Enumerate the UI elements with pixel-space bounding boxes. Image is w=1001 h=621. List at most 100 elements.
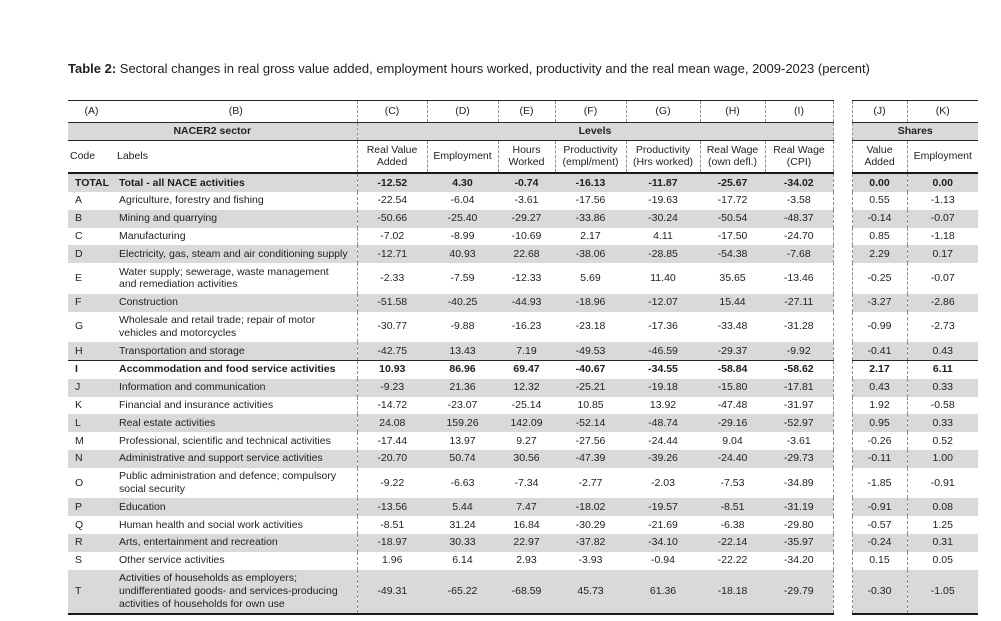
value-cell: -1.13 [906,191,978,210]
value-cell: -25.67 [700,173,765,192]
sector-code-cell: T [68,569,115,615]
sector-label-cell: Water supply; sewerage, waste management… [119,265,329,291]
spacer-cell [832,378,852,397]
value-cell: -7.68 [765,245,833,264]
column-header-real-wage-own-defl: Real Wage (own defl.) [699,140,765,175]
value-cell: -8.51 [356,516,427,534]
sector-code-cell: C [75,230,83,243]
table-caption-text: Sectoral changes in real gross value add… [116,61,870,76]
value-cell: -34.89 [783,476,814,489]
sector-label-cell: Wholesale and retail trade; repair of mo… [119,314,316,339]
value-cell: -2.86 [906,293,978,312]
value-cell: 13.92 [649,399,677,412]
value-cell: -20.70 [356,449,427,468]
group-header-shares: Shares [851,122,978,141]
value-cell: -35.97 [765,533,833,552]
value-cell: 6.14 [452,554,473,567]
sector-code-cell: F [68,293,115,312]
value-cell: 24.08 [356,414,427,433]
column-header-labels: Labels [115,140,357,175]
value-cell: 22.68 [498,245,555,264]
column-letter: (B) [115,100,357,123]
value-cell: 0.05 [906,551,978,570]
value-cell: -42.75 [356,342,427,361]
column-header-share-employment: Employment [906,140,978,175]
value-cell: -0.26 [851,432,907,450]
sector-code-cell: P [68,498,115,517]
value-cell: 22.97 [498,533,555,552]
table-row: TOTAL Total - all NACE activities -12.52 4.… [68,173,978,192]
value-cell: -19.18 [626,378,700,397]
column-letter: (I) [764,100,833,123]
value-cell: -19.57 [626,498,700,517]
value-cell: -30.29 [575,518,606,531]
value-cell: -0.58 [906,396,978,415]
spacer-cell [832,227,852,246]
value-cell: -24.70 [783,230,814,243]
value-cell: -0.11 [851,449,907,468]
value-cell: -29.27 [498,209,555,228]
sector-code-cell: G [75,320,84,333]
value-cell: 0.43 [851,378,907,397]
value-cell: -0.24 [851,533,907,552]
sector-label-cell: Other service activities [119,554,225,567]
sector-label-cell: Construction [115,293,357,312]
column-letter: (F) [554,100,626,123]
value-cell: -3.61 [514,194,539,207]
value-cell: 5.69 [580,272,601,285]
sector-code-cell: I [68,359,115,379]
value-cell: -44.93 [498,293,555,312]
spacer-cell [832,311,852,343]
table-caption-number: Table 2: [68,61,117,76]
value-cell: 15.44 [700,293,765,312]
value-cell: -17.72 [717,194,748,207]
value-cell: -9.22 [356,467,427,499]
value-cell: -12.71 [356,245,427,264]
spacer-cell [832,209,852,228]
table-row: D Electricity, gas, steam and air conditi… [68,245,978,264]
value-cell: 0.33 [906,378,978,397]
value-cell: -33.48 [717,320,748,333]
spacer-cell [832,122,852,141]
value-cell: 9.27 [516,434,537,447]
sector-code-cell: L [68,414,115,433]
column-letter: (E) [497,100,555,123]
sector-label-cell: Electricity, gas, steam and air conditio… [115,245,357,264]
value-cell: 11.40 [650,272,676,285]
column-header-employment: Employment [426,140,498,175]
table-row: F Construction -51.58 -40.25 -44.93 -18.96 -12… [68,293,978,312]
value-cell: -11.87 [626,173,700,192]
value-cell: -7.59 [450,272,475,285]
sector-code-cell: R [68,533,115,552]
column-letter: (G) [625,100,700,123]
table-row: A Agriculture, forestry and fishing -22.54… [68,191,978,210]
value-cell: 10.85 [577,399,604,412]
table-row: R Arts, entertainment and recreation -18.9… [68,533,978,552]
value-cell: -47.39 [555,449,626,468]
value-cell: -34.10 [626,533,700,552]
sector-code-cell: O [75,476,84,489]
value-cell: -29.79 [765,569,833,615]
value-cell: 35.65 [719,272,746,285]
value-cell: -0.91 [906,467,978,499]
value-cell: -1.85 [851,467,907,499]
column-header-row: Code Labels Real Value Added Employment … [68,140,978,175]
value-cell: -0.41 [851,342,907,361]
value-cell: -2.33 [356,263,427,294]
value-cell: -0.25 [851,263,907,294]
column-header-real-value-added: Real Value Added [356,140,427,175]
sector-label-cell: Administrative and support service activ… [115,449,357,468]
spacer-cell [832,342,852,361]
value-cell: -19.63 [648,194,678,207]
value-cell: -68.59 [498,569,555,615]
value-cell: 0.31 [906,533,978,552]
spacer-cell [832,140,852,174]
value-cell: -17.36 [648,320,678,333]
value-cell: -49.31 [356,569,427,615]
value-cell: 2.17 [851,359,907,379]
sector-label-cell: Financial and insurance activities [119,399,274,412]
sector-label-cell: Information and communication [115,378,357,397]
table-row: S Other service activities 1.96 6.14 2.93 -3.… [68,551,978,570]
value-cell: -50.54 [700,209,765,228]
value-cell: -49.53 [555,342,626,361]
